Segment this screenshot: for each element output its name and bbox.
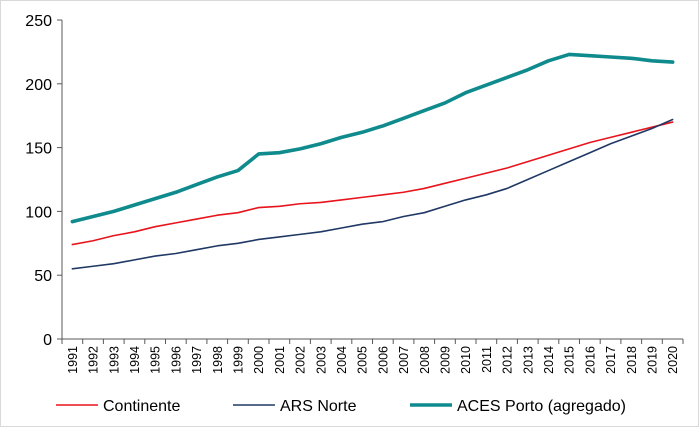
x-tick-label: 1994 <box>128 346 142 374</box>
x-tick-label: 1998 <box>211 346 225 374</box>
x-tick-label: 1992 <box>87 346 101 374</box>
series-line <box>70 52 675 224</box>
x-tick-label: 1993 <box>107 346 121 374</box>
x-tick-label: 2015 <box>563 346 577 374</box>
x-tick-label: 2000 <box>252 346 266 374</box>
y-tick-label: 50 <box>34 268 52 285</box>
y-tick-label: 200 <box>25 77 52 94</box>
y-tick-label: 0 <box>43 332 52 349</box>
legend-label: Continente <box>103 398 180 415</box>
x-tick-label: 1991 <box>66 346 80 374</box>
x-tick-label: 2011 <box>480 346 494 373</box>
x-tick-label: 2005 <box>356 346 370 374</box>
y-tick-label: 100 <box>25 204 52 221</box>
x-tick-label: 2008 <box>418 346 432 374</box>
series-line <box>71 121 674 246</box>
x-tick-label: 1997 <box>190 346 204 374</box>
series-aces-porto-agregado <box>70 52 675 224</box>
x-tick-label: 2020 <box>666 346 680 374</box>
x-tick-label: 2013 <box>521 346 535 374</box>
x-tick-label: 2010 <box>459 346 473 374</box>
x-tick-label: 2007 <box>397 346 411 374</box>
x-tick-label: 2009 <box>438 346 452 374</box>
legend-item: ARS Norte <box>233 398 357 415</box>
x-tick-label: 2016 <box>583 346 597 374</box>
x-tick-label: 2006 <box>376 346 390 374</box>
legend: Continente ARS Norte ACES Porto (agregado) <box>56 398 626 415</box>
x-tick-label: 2004 <box>335 346 349 374</box>
series-lines <box>70 52 675 270</box>
y-axis: 0 50 100 150 200 250 <box>25 13 63 349</box>
x-axis: 1991 1992 1993 1994 1995 1996 1997 1998 1999 2000… <box>61 338 684 374</box>
x-tick-label: 2019 <box>645 346 659 374</box>
legend-item: Continente <box>56 398 180 415</box>
x-tick-label: 1995 <box>149 346 163 374</box>
series-continente <box>71 121 674 246</box>
x-tick-label: 2003 <box>314 346 328 374</box>
x-tick-label: 2012 <box>501 346 515 374</box>
x-tick-label: 2017 <box>604 346 618 374</box>
series-line <box>71 118 674 270</box>
x-tick-label: 2001 <box>273 346 287 374</box>
y-tick-label: 150 <box>25 141 52 158</box>
legend-label: ACES Porto (agregado) <box>457 398 626 415</box>
x-tick-label: 2014 <box>542 346 556 374</box>
legend-label: ARS Norte <box>280 398 357 415</box>
x-tick-label: 2002 <box>294 346 308 374</box>
x-tick-label: 2018 <box>625 346 639 374</box>
series-ars-norte <box>71 118 674 270</box>
legend-item: ACES Porto (agregado) <box>410 398 626 415</box>
y-tick-label: 250 <box>25 13 52 30</box>
x-tick-label: 1999 <box>231 346 245 374</box>
x-tick-label: 1996 <box>169 346 183 374</box>
